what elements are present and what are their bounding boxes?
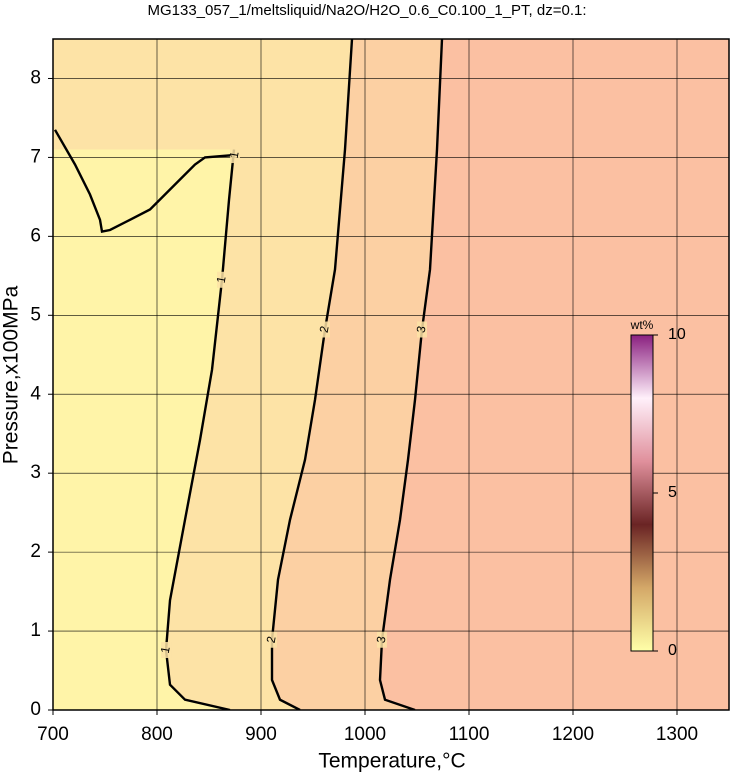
contour-label: 2 <box>264 635 279 644</box>
contour-line <box>270 39 354 710</box>
y-tick-label: 7 <box>30 146 41 167</box>
contour-label: 2 <box>317 325 332 334</box>
y-tick-label: 1 <box>30 620 41 641</box>
contour-label-bg <box>376 631 387 648</box>
y-tick-label: 8 <box>30 67 41 88</box>
y-tick-label: 0 <box>30 699 41 720</box>
contour-label: 1 <box>227 150 242 159</box>
contour-label: 3 <box>414 325 429 334</box>
plot-area: 1 1 2 2 3 3 1 <box>53 39 729 710</box>
contour-label-bg <box>230 147 240 164</box>
x-tick-label: 800 <box>141 724 173 745</box>
chart-title: MG133_057_1/meltsliquid/Na2O/H2O_0.6_C0.… <box>147 2 586 19</box>
contour-label-bg <box>319 321 330 338</box>
overlay: 700 800 900 1000 1100 1200 1300012345678wt%051… <box>30 38 730 745</box>
contour-label-bg <box>217 271 227 288</box>
contour-label: 1 <box>158 645 173 654</box>
colorbar-tick-label: 5 <box>668 484 677 501</box>
x-tick-label: 1100 <box>449 724 490 745</box>
contour-label: 1 <box>214 275 229 284</box>
x-axis-label: Temperature,°C <box>318 750 465 773</box>
x-tick-label: 700 <box>37 724 69 745</box>
x-tick-label: 900 <box>245 724 277 745</box>
contour-line <box>164 149 236 710</box>
contour-label-bg <box>267 631 278 648</box>
contour-line <box>378 39 444 710</box>
x-tick-label: 1000 <box>344 724 386 745</box>
contour-label-bg <box>161 642 172 659</box>
y-tick-label: 6 <box>30 225 41 246</box>
plot-frame <box>52 38 730 711</box>
x-tick-label: 1300 <box>656 724 698 745</box>
y-tick-label: 3 <box>30 462 41 483</box>
contour-region <box>53 149 234 710</box>
contour-label-bg <box>416 321 427 338</box>
y-tick-label: 5 <box>30 304 41 325</box>
y-axis-label: Pressure,x100MPa <box>0 285 23 464</box>
colorbar-tick-label: 10 <box>668 326 686 343</box>
colorbar-tick-label: 0 <box>668 642 677 659</box>
y-tick-label: 4 <box>30 383 41 404</box>
contour-label: 3 <box>374 635 389 644</box>
contour-line <box>53 129 236 234</box>
x-tick-label: 1200 <box>552 724 594 745</box>
colorbar-label: wt% <box>630 318 654 332</box>
y-tick-label: 2 <box>30 541 41 562</box>
colorbar <box>630 334 654 652</box>
